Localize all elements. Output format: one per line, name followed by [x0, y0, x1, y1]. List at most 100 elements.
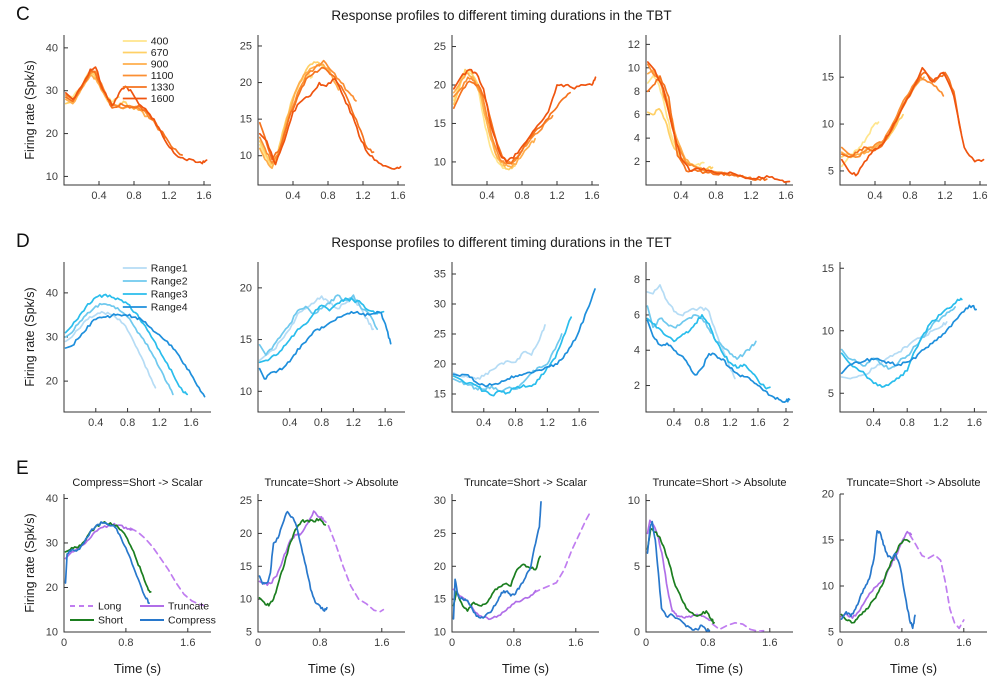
chart-D1: 0.4 0.8 1.2 1.6 20 30 40 Firing rate (Spk/s) Ran…	[24, 262, 211, 429]
y-tick-label: 20	[46, 128, 58, 140]
series-Compress	[258, 510, 328, 612]
x-tick-label: 1.6	[967, 417, 982, 429]
panel-D: D Response profiles to different timing …	[0, 227, 1003, 454]
x-tick-label: 1.6	[180, 637, 195, 649]
y-tick-label: 20	[46, 376, 58, 388]
series-Long	[129, 527, 205, 607]
x-tick-label: 0.8	[514, 190, 529, 202]
y-tick-label: 30	[46, 85, 58, 97]
axes	[63, 262, 211, 413]
y-tick-label: 5	[634, 561, 640, 573]
y-tick-label: 15	[240, 561, 252, 573]
x-tick-label: 0.8	[320, 190, 335, 202]
series-Range3	[646, 314, 771, 390]
series-Short	[64, 521, 152, 593]
subplot-title: Compress=Short -> Scalar	[72, 477, 203, 489]
x-tick-label: 0.4	[666, 417, 681, 429]
x-tick-label: 1.6	[956, 637, 971, 649]
y-tick-label: 15	[434, 118, 446, 130]
series-1330	[258, 67, 375, 161]
panel-E: E 0 0.8 1.6 10 20 30 40 Compress=Short -> Scala…	[0, 454, 1003, 681]
series-Range1	[452, 324, 546, 380]
panel-title-C: Response profiles to different timing du…	[331, 8, 672, 23]
series-Range3	[64, 293, 189, 396]
y-tick-label: 10	[46, 627, 58, 639]
series-Range4	[452, 288, 596, 388]
x-tick-label: 0.8	[314, 417, 329, 429]
y-tick-label: 5	[828, 388, 834, 400]
panel-C-plots: 0.4 0.8 1.2 1.6 10 20 30 40 Firing rate (Spk/s) 4…	[24, 28, 993, 225]
series-Range4	[64, 313, 206, 398]
x-tick-label: 1.6	[196, 190, 211, 202]
y-tick-label: 25	[434, 528, 446, 540]
y-tick-label: 30	[434, 299, 446, 311]
series-1600	[840, 66, 985, 177]
subplot-title: Truncate=Short -> Absolute	[652, 477, 786, 489]
axes	[645, 262, 793, 413]
axes	[257, 35, 405, 186]
chart-D5: 0.4 0.8 1.2 1.6 5 10 15	[822, 262, 987, 429]
panel-D-plots: 0.4 0.8 1.2 1.6 20 30 40 Firing rate (Spk/s) Ran…	[24, 255, 993, 452]
legend-label: Range4	[151, 302, 188, 314]
y-tick-label: 40	[46, 42, 58, 54]
panel-letter-C: C	[16, 4, 30, 25]
x-tick-label: 2	[783, 417, 789, 429]
y-tick-label: 0	[634, 627, 640, 639]
x-tick-label: 0.4	[866, 417, 881, 429]
chart-D4: 0.4 0.8 1.2 1.6 2 2 4 6 8	[634, 262, 793, 429]
x-tick-label: 1.6	[778, 190, 793, 202]
y-tick-label: 4	[634, 133, 640, 145]
x-tick-label: 1.6	[571, 417, 586, 429]
panel-letter-E: E	[16, 458, 29, 479]
panel-letter-D: D	[16, 231, 30, 252]
chart-E3: 0 0.8 1.6 10 15 20 25 30 Truncate=Short -> Scala…	[434, 477, 599, 676]
legend-label: Long	[98, 601, 122, 613]
y-tick-label: 15	[240, 114, 252, 126]
axes	[839, 35, 987, 186]
y-tick-label: 10	[240, 386, 252, 398]
chart-E1: 0 0.8 1.6 10 20 30 40 Compress=Short -> Scalar T…	[24, 477, 216, 676]
y-tick-label: 35	[434, 269, 446, 281]
chart-E4: 0 0.8 1.6 0 5 10 Truncate=Short -> Absolute Tim…	[628, 477, 793, 676]
x-tick-label: 1.2	[161, 190, 176, 202]
series-1330	[646, 75, 768, 182]
series-Long	[711, 621, 765, 633]
subplot-title: Truncate=Short -> Scalar	[464, 477, 587, 489]
series-1100	[452, 76, 554, 165]
y-tick-label: 2	[634, 156, 640, 168]
x-tick-label: 1.2	[152, 417, 167, 429]
y-tick-label: 15	[434, 594, 446, 606]
x-tick-label: 0.8	[120, 417, 135, 429]
y-axis-label: Firing rate (Spk/s)	[24, 287, 37, 386]
y-tick-label: 20	[822, 489, 834, 501]
x-tick-label: 0.4	[479, 190, 494, 202]
chart-D3: 0.4 0.8 1.2 1.6 15 20 25 30 35	[434, 262, 599, 429]
series-Range2	[646, 305, 757, 360]
x-tick-label: 1.6	[390, 190, 405, 202]
y-tick-label: 12	[628, 39, 640, 51]
axes	[645, 35, 793, 186]
legend-label: Compress	[168, 615, 216, 627]
legend: Long Short Truncate Compress	[70, 601, 216, 627]
series-Range1	[646, 284, 736, 380]
chart-C2: 0.4 0.8 1.2 1.6 10 15 20 25	[240, 35, 406, 202]
y-tick-label: 20	[434, 80, 446, 92]
x-tick-label: 0.4	[476, 417, 491, 429]
x-tick-label: 0	[643, 637, 649, 649]
series-Truncate	[452, 588, 537, 621]
y-tick-label: 15	[822, 535, 834, 547]
y-tick-label: 10	[240, 594, 252, 606]
chart-C5: 0.4 0.8 1.2 1.6 5 10 15	[822, 35, 988, 202]
y-tick-label: 30	[46, 537, 58, 549]
panel-title-D: Response profiles to different timing du…	[331, 235, 672, 250]
x-tick-label: 0.4	[91, 190, 106, 202]
x-axis-label: Time (s)	[114, 661, 161, 676]
series-1600	[258, 78, 402, 170]
x-tick-label: 0.8	[894, 637, 909, 649]
series-Compress	[646, 520, 711, 633]
legend-label: 900	[151, 59, 169, 71]
y-tick-label: 10	[240, 150, 252, 162]
y-tick-label: 25	[240, 40, 252, 52]
y-tick-label: 20	[240, 528, 252, 540]
